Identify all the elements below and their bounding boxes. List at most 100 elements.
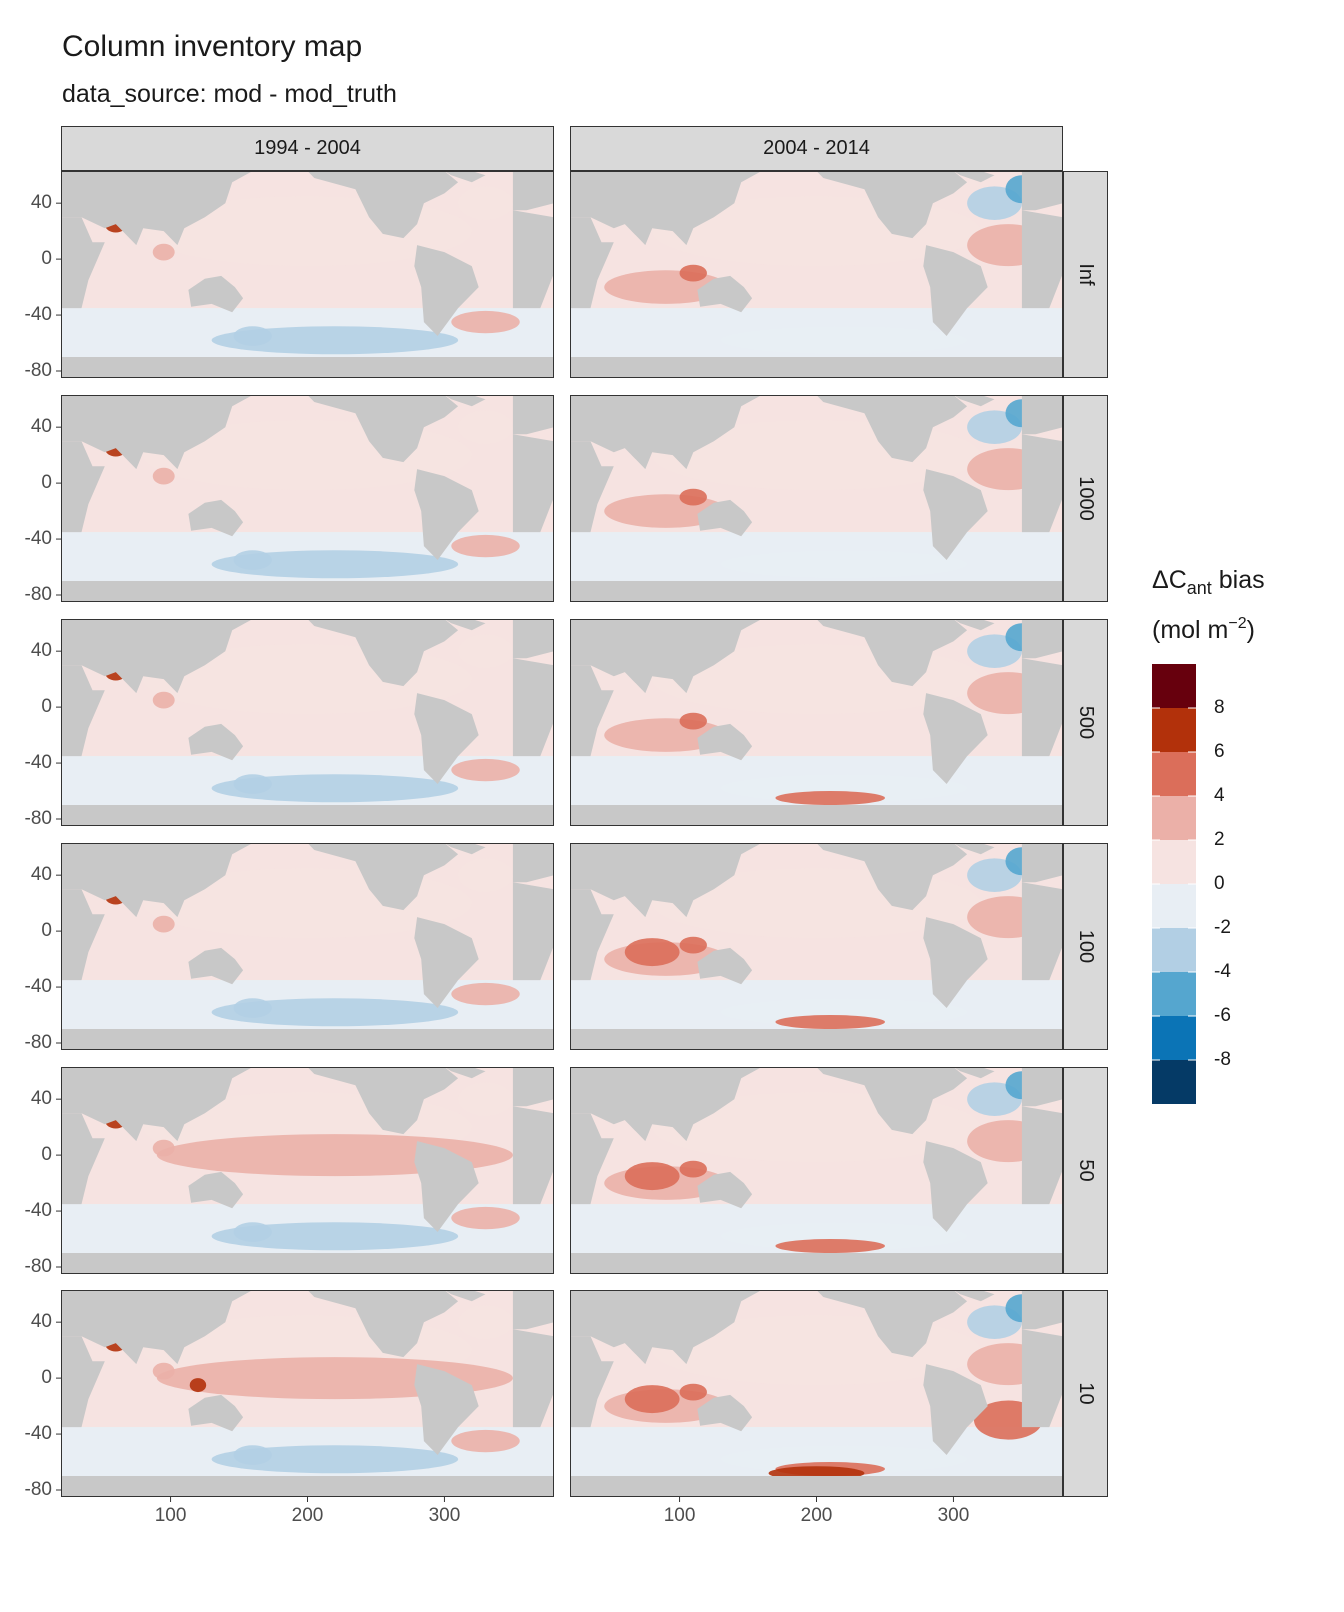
land-mass (61, 1336, 105, 1428)
map-panel (61, 619, 554, 826)
x-tick-label: 300 (429, 1505, 461, 1526)
panel-border (61, 1067, 554, 1274)
land-mass (570, 441, 614, 533)
land-mass (61, 581, 554, 602)
land-mass (697, 275, 753, 313)
y-tick-label: 0 (41, 472, 52, 493)
panel-border (570, 843, 1063, 1050)
land-mass (923, 917, 988, 1008)
bias-region (211, 998, 459, 1027)
bias-region (233, 1222, 272, 1242)
y-tick-label: -40 (25, 1423, 52, 1444)
legend-label: -6 (1214, 1005, 1231, 1026)
land-mass (307, 1290, 459, 1358)
land-mass (1021, 1290, 1063, 1330)
land-mass (697, 723, 753, 761)
bias-region (720, 550, 968, 579)
x-tick-label: 300 (938, 1505, 970, 1526)
bias-region (233, 326, 272, 346)
y-tick-label: 40 (31, 1088, 52, 1109)
land-mass (570, 1029, 1063, 1050)
legend-color-bin (1152, 1016, 1196, 1060)
bias-region (233, 550, 272, 570)
map-panel (61, 1290, 554, 1497)
land-mass (953, 171, 995, 183)
land-mass (816, 1290, 968, 1358)
land-mass (953, 395, 995, 407)
land-mass (816, 171, 968, 239)
y-tick-label: 40 (31, 192, 52, 213)
panel-border (570, 395, 1063, 602)
land-mass (1021, 658, 1063, 757)
land-mass (1021, 210, 1063, 309)
land-mass (307, 1067, 459, 1135)
map-panel (61, 1067, 554, 1274)
bias-region (152, 915, 175, 933)
row-strip-label: 10 (1075, 1382, 1097, 1404)
panel-border (570, 1067, 1063, 1274)
land-mass (923, 1364, 988, 1455)
land-mass (923, 693, 988, 784)
land-mass (307, 171, 459, 239)
land-mass (570, 1336, 614, 1428)
map-panel (570, 843, 1063, 1050)
land-mass (816, 619, 968, 687)
land-mass (1021, 171, 1063, 211)
map-panel (61, 171, 554, 378)
panel-border (61, 1290, 554, 1497)
land-mass (570, 1290, 762, 1365)
legend-title: ΔCant bias (1152, 566, 1265, 598)
map-panel (570, 171, 1063, 378)
land-mass (61, 217, 105, 309)
bias-region (679, 488, 707, 506)
bias-region (211, 550, 459, 579)
y-tick-label: 40 (31, 416, 52, 437)
land-mass (512, 171, 554, 211)
bias-region (211, 1445, 459, 1474)
land-mass (1021, 395, 1063, 435)
row-strip: 500 (1063, 619, 1108, 826)
land-mass (414, 917, 479, 1008)
row-strip: Inf (1063, 171, 1108, 378)
row-strip: 10 (1063, 1290, 1108, 1497)
land-mass (570, 843, 762, 918)
legend-color-bin (1152, 972, 1196, 1016)
x-tick-label: 100 (155, 1505, 187, 1526)
land-mass (1021, 1106, 1063, 1205)
legend-label: 6 (1214, 741, 1225, 762)
bias-region (624, 1385, 680, 1414)
land-mass (512, 1067, 554, 1107)
bias-region (679, 264, 707, 282)
legend-color-bin (1152, 752, 1196, 796)
row-strip: 1000 (1063, 395, 1108, 602)
land-mass (188, 1394, 244, 1432)
land-mass (923, 245, 988, 336)
y-tick-label: -80 (25, 808, 52, 829)
land-mass (697, 1171, 753, 1209)
land-mass (188, 275, 244, 313)
y-tick-label: -80 (25, 1032, 52, 1053)
legend-color-bin (1152, 708, 1196, 752)
x-tick-label: 100 (664, 1505, 696, 1526)
land-mass (697, 1394, 753, 1432)
bias-region (233, 998, 272, 1018)
bias-region (679, 1160, 707, 1178)
land-mass (512, 1106, 554, 1205)
land-mass (512, 434, 554, 533)
land-mass (414, 245, 479, 336)
land-mass (512, 843, 554, 883)
land-mass (697, 499, 753, 537)
land-mass (307, 619, 459, 687)
bias-region (458, 186, 513, 220)
land-mass (61, 357, 554, 378)
bias-region (458, 634, 513, 668)
legend-color-bin (1152, 1060, 1196, 1104)
map-panel (61, 843, 554, 1050)
land-mass (61, 171, 253, 246)
y-tick-label: 40 (31, 640, 52, 661)
land-mass (512, 210, 554, 309)
y-tick-label: -80 (25, 584, 52, 605)
y-tick-label: -40 (25, 528, 52, 549)
land-mass (61, 619, 253, 694)
legend-color-bin (1152, 664, 1196, 708)
